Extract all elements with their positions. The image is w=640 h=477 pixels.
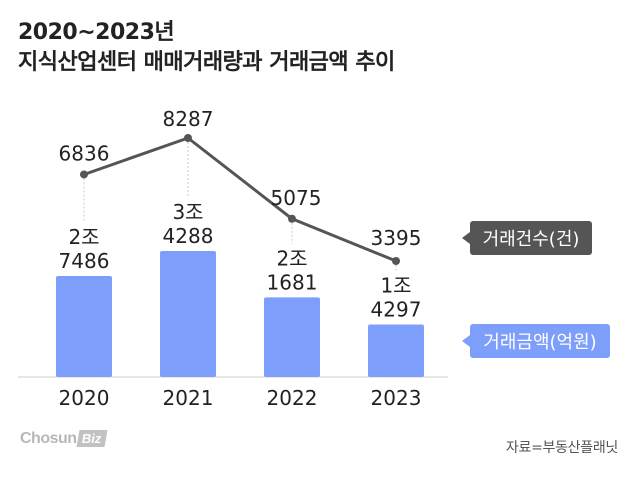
brand-sub: Biz xyxy=(76,430,107,447)
bar-label-jo-2022: 2조 xyxy=(276,246,307,270)
chart-title-year-range: 2020~2023년 xyxy=(18,20,175,45)
bar-label-eok-2023: 4297 xyxy=(371,297,422,321)
line-point-2023 xyxy=(392,257,400,265)
chart-title: 지식산업센터 매매거래량과 거래금액 추이 xyxy=(18,50,395,75)
line-series-transactions xyxy=(83,136,397,263)
legend-transactions-pointer xyxy=(462,232,470,244)
bar-label-jo-2023: 1조 xyxy=(380,273,411,297)
line-label-2023: 3395 xyxy=(371,226,422,250)
legend-amount-pointer xyxy=(462,335,470,347)
legend-transactions-box xyxy=(470,221,592,255)
line-label-2020: 6836 xyxy=(59,141,110,165)
bar-label-jo-2020: 2조 xyxy=(68,225,99,249)
x-tick-2022: 2022 xyxy=(267,386,318,410)
x-tick-2023: 2023 xyxy=(371,386,422,410)
line-point-2021 xyxy=(184,134,192,142)
x-tick-2020: 2020 xyxy=(59,386,110,410)
bar-2020 xyxy=(56,275,112,377)
line-point-2022 xyxy=(288,214,296,223)
bar-2023 xyxy=(368,324,424,377)
bar-2021 xyxy=(160,251,216,377)
brand-main: Chosun xyxy=(20,430,77,447)
bar-label-jo-2021: 3조 xyxy=(172,200,203,224)
bar-2022 xyxy=(264,297,320,377)
line-point-2020 xyxy=(80,170,88,179)
line-label-2022: 5075 xyxy=(271,186,322,210)
bar-label-eok-2022: 1681 xyxy=(267,270,318,294)
x-tick-2021: 2021 xyxy=(163,386,214,410)
source-note: 자료=부동산플래닛 xyxy=(505,440,618,456)
legend-amount-box xyxy=(470,324,610,358)
legend-amount-text: 거래금액(억원) xyxy=(483,332,596,353)
line-label-2021: 8287 xyxy=(163,107,214,131)
bar-label-eok-2020: 7486 xyxy=(59,249,110,273)
legend-transactions-text: 거래건수(건) xyxy=(483,229,580,250)
bar-label-eok-2021: 4288 xyxy=(163,224,214,248)
chosunbiz-logo: Chosun Biz xyxy=(20,428,107,448)
